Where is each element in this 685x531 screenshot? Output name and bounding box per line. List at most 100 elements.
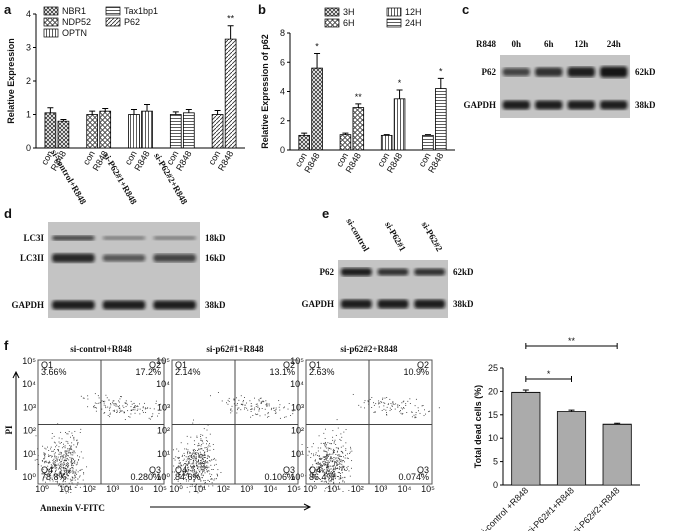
dot — [360, 406, 362, 408]
dot — [61, 461, 63, 463]
dot — [187, 472, 189, 474]
dot — [261, 408, 263, 409]
dot — [110, 403, 111, 404]
dot — [51, 437, 53, 439]
dot — [330, 471, 332, 473]
y-tick-label: 15 — [488, 410, 498, 420]
dot — [321, 457, 323, 459]
dot — [74, 486, 76, 488]
dot — [62, 467, 64, 468]
dot — [227, 399, 229, 401]
dot — [327, 482, 329, 484]
dot — [258, 410, 260, 412]
dot — [320, 466, 322, 468]
dot — [381, 401, 383, 403]
panel-label: d — [4, 206, 12, 221]
dot — [190, 456, 192, 458]
dot — [326, 456, 328, 458]
dot — [198, 455, 200, 457]
dot — [193, 479, 194, 481]
dot — [82, 457, 84, 459]
dot — [190, 436, 192, 438]
dot — [63, 443, 65, 445]
dot — [196, 475, 198, 477]
dot — [438, 407, 440, 409]
dot — [196, 465, 197, 467]
dot — [207, 449, 209, 451]
dot — [192, 463, 194, 465]
y-tick-label: 10³ — [291, 402, 304, 412]
dot — [311, 446, 313, 448]
dot — [183, 473, 185, 475]
band — [153, 254, 196, 262]
dot — [190, 459, 192, 460]
dot — [325, 447, 327, 449]
dot — [213, 479, 215, 481]
dot — [112, 410, 114, 412]
dot — [37, 448, 39, 450]
dot — [202, 455, 204, 457]
dot — [236, 412, 238, 414]
dot — [63, 479, 65, 481]
band — [502, 100, 530, 110]
dot — [55, 469, 57, 471]
dot — [185, 474, 187, 476]
dot — [202, 455, 204, 457]
dot — [337, 457, 339, 459]
dot — [340, 460, 342, 462]
dot — [394, 408, 396, 410]
dot — [334, 471, 335, 473]
lane-label: si-P62#1 — [383, 220, 408, 254]
dot — [77, 483, 79, 485]
dot — [242, 404, 244, 406]
dot — [348, 470, 350, 472]
x-tick-label: 10³ — [240, 484, 253, 494]
dot — [71, 442, 73, 444]
dot — [115, 405, 117, 407]
dot — [194, 469, 195, 470]
dot — [179, 483, 181, 484]
dot — [233, 398, 235, 400]
dot — [75, 464, 77, 466]
legend-label: P62 — [124, 17, 140, 27]
dot — [308, 469, 310, 471]
dot — [334, 472, 336, 474]
dot — [98, 402, 100, 404]
dot — [324, 450, 326, 452]
band — [153, 236, 196, 240]
dot — [44, 455, 46, 457]
dot — [399, 410, 401, 412]
dot — [337, 427, 339, 429]
dot — [43, 453, 45, 455]
dot — [226, 402, 227, 404]
dot — [72, 452, 74, 454]
dot — [58, 472, 60, 474]
dot — [201, 463, 203, 465]
dot — [202, 475, 204, 477]
dot — [186, 435, 188, 437]
dot — [52, 475, 54, 477]
dot — [187, 455, 189, 457]
y-tick-label: 0 — [26, 143, 31, 153]
dot — [65, 472, 67, 474]
dot — [328, 470, 330, 472]
dot — [187, 475, 189, 477]
dot — [209, 445, 211, 447]
dot — [275, 407, 277, 409]
dot — [308, 450, 310, 452]
y-tick-label: 8 — [280, 28, 285, 38]
y-tick-label: 4 — [26, 9, 31, 19]
dot — [197, 450, 198, 451]
dot — [68, 449, 70, 451]
dot — [329, 475, 331, 477]
dot — [180, 464, 182, 466]
dot — [119, 405, 120, 407]
x-tick-label: 10⁵ — [153, 484, 167, 494]
dot — [194, 457, 196, 459]
dot — [251, 408, 253, 410]
dot — [195, 475, 197, 477]
dot — [57, 423, 59, 425]
dot — [198, 456, 199, 458]
size-label: 38kD — [635, 100, 656, 110]
dot — [187, 476, 189, 478]
